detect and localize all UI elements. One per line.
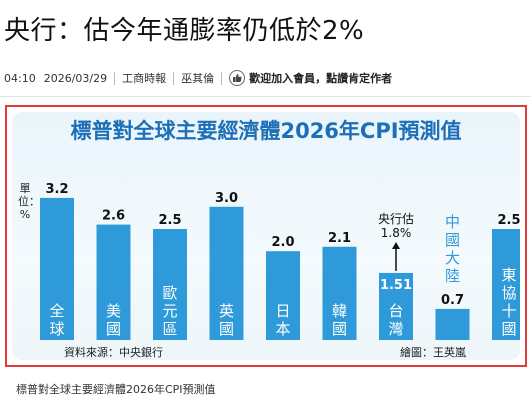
bar-value-label: 2.0 [271, 235, 294, 250]
bar-8 [492, 229, 520, 340]
category-label: 國 [219, 320, 234, 338]
article-headline: 央行：估今年通膨率仍低於2% [4, 16, 365, 46]
category-label: 中 [445, 213, 460, 231]
bar-value-label: 3.0 [215, 191, 238, 206]
category-label: 本 [275, 320, 290, 338]
figure-caption: 標普對全球主要經濟體2026年CPI預測值 [16, 383, 216, 396]
category-label: 區 [162, 320, 177, 338]
category-label: 國 [501, 320, 516, 338]
category-label: 國 [106, 320, 121, 338]
meta-divider [173, 71, 175, 85]
chart-panel: 標普對全球主要經濟體2026年CPI預測值 單位：% 3.2 全球 2.6 美國 2.5… [12, 112, 520, 360]
bar-4 [266, 251, 300, 340]
thumbs-up-icon[interactable] [229, 70, 246, 86]
category-label: 協 [501, 284, 516, 302]
category-label: 韓 [332, 302, 347, 320]
category-label: 灣 [388, 320, 403, 338]
chart-source: 資料來源：中央銀行 [64, 346, 163, 359]
category-label: 日 [275, 302, 290, 320]
category-label: 東 [501, 266, 516, 284]
bar-7 [435, 308, 470, 340]
category-label: 球 [49, 320, 64, 338]
bar-value-label: 1.51 [380, 278, 412, 293]
category-label: 英 [219, 302, 234, 320]
member-promo-link[interactable]: 歡迎加入會員，點讚肯定作者 [249, 72, 393, 85]
category-label: 元 [162, 302, 177, 320]
bar-value-label: 0.7 [441, 293, 464, 308]
article-figure: 標普對全球主要經濟體2026年CPI預測值 單位：% 3.2 全球 2.6 美國 2.5… [5, 105, 527, 367]
meta-divider [114, 71, 116, 85]
bar-value-label: 3.2 [45, 182, 68, 197]
category-label: 台 [388, 302, 403, 320]
header-divider [0, 96, 531, 97]
annotation-arrowhead [392, 241, 400, 249]
chart-credit: 繪圖：王英嵐 [400, 346, 466, 359]
bar-5 [322, 246, 357, 340]
category-label: 十 [501, 302, 516, 320]
bar-3 [209, 206, 244, 340]
meta-divider [221, 71, 223, 85]
publish-time: 04:10 [4, 71, 36, 85]
bar-chart: 3.2全球2.6美國2.5歐元區3.0英國2.0日本2.1韓國1.51台灣0.7… [40, 182, 520, 340]
article-meta: 04:10 2026/03/29 工商時報 巫其倫 歡迎加入會員，點讚肯定作者 [4, 68, 392, 88]
bar-value-label: 2.6 [102, 209, 125, 224]
chart-title: 標普對全球主要經濟體2026年CPI預測值 [70, 119, 462, 143]
author-name[interactable]: 巫其倫 [181, 72, 215, 85]
category-label: 國 [445, 231, 460, 249]
bar-0 [40, 197, 74, 340]
bar-1 [96, 224, 131, 340]
news-source[interactable]: 工商時報 [122, 72, 167, 85]
category-label: 陸 [445, 267, 460, 285]
annotation-value: 1.8% [381, 226, 412, 240]
annotation-label: 央行估 [378, 212, 414, 226]
category-label: 歐 [162, 284, 177, 302]
category-label: 國 [332, 320, 347, 338]
category-label: 美 [106, 302, 121, 320]
bar-value-label: 2.5 [497, 213, 520, 228]
category-label: 全 [49, 302, 64, 320]
bar-2 [153, 229, 187, 340]
bar-value-label: 2.5 [158, 213, 181, 228]
bar-value-label: 2.1 [328, 231, 351, 246]
bar-6 [379, 272, 413, 340]
publish-date: 2026/03/29 [43, 71, 108, 85]
category-label: 大 [445, 249, 460, 267]
